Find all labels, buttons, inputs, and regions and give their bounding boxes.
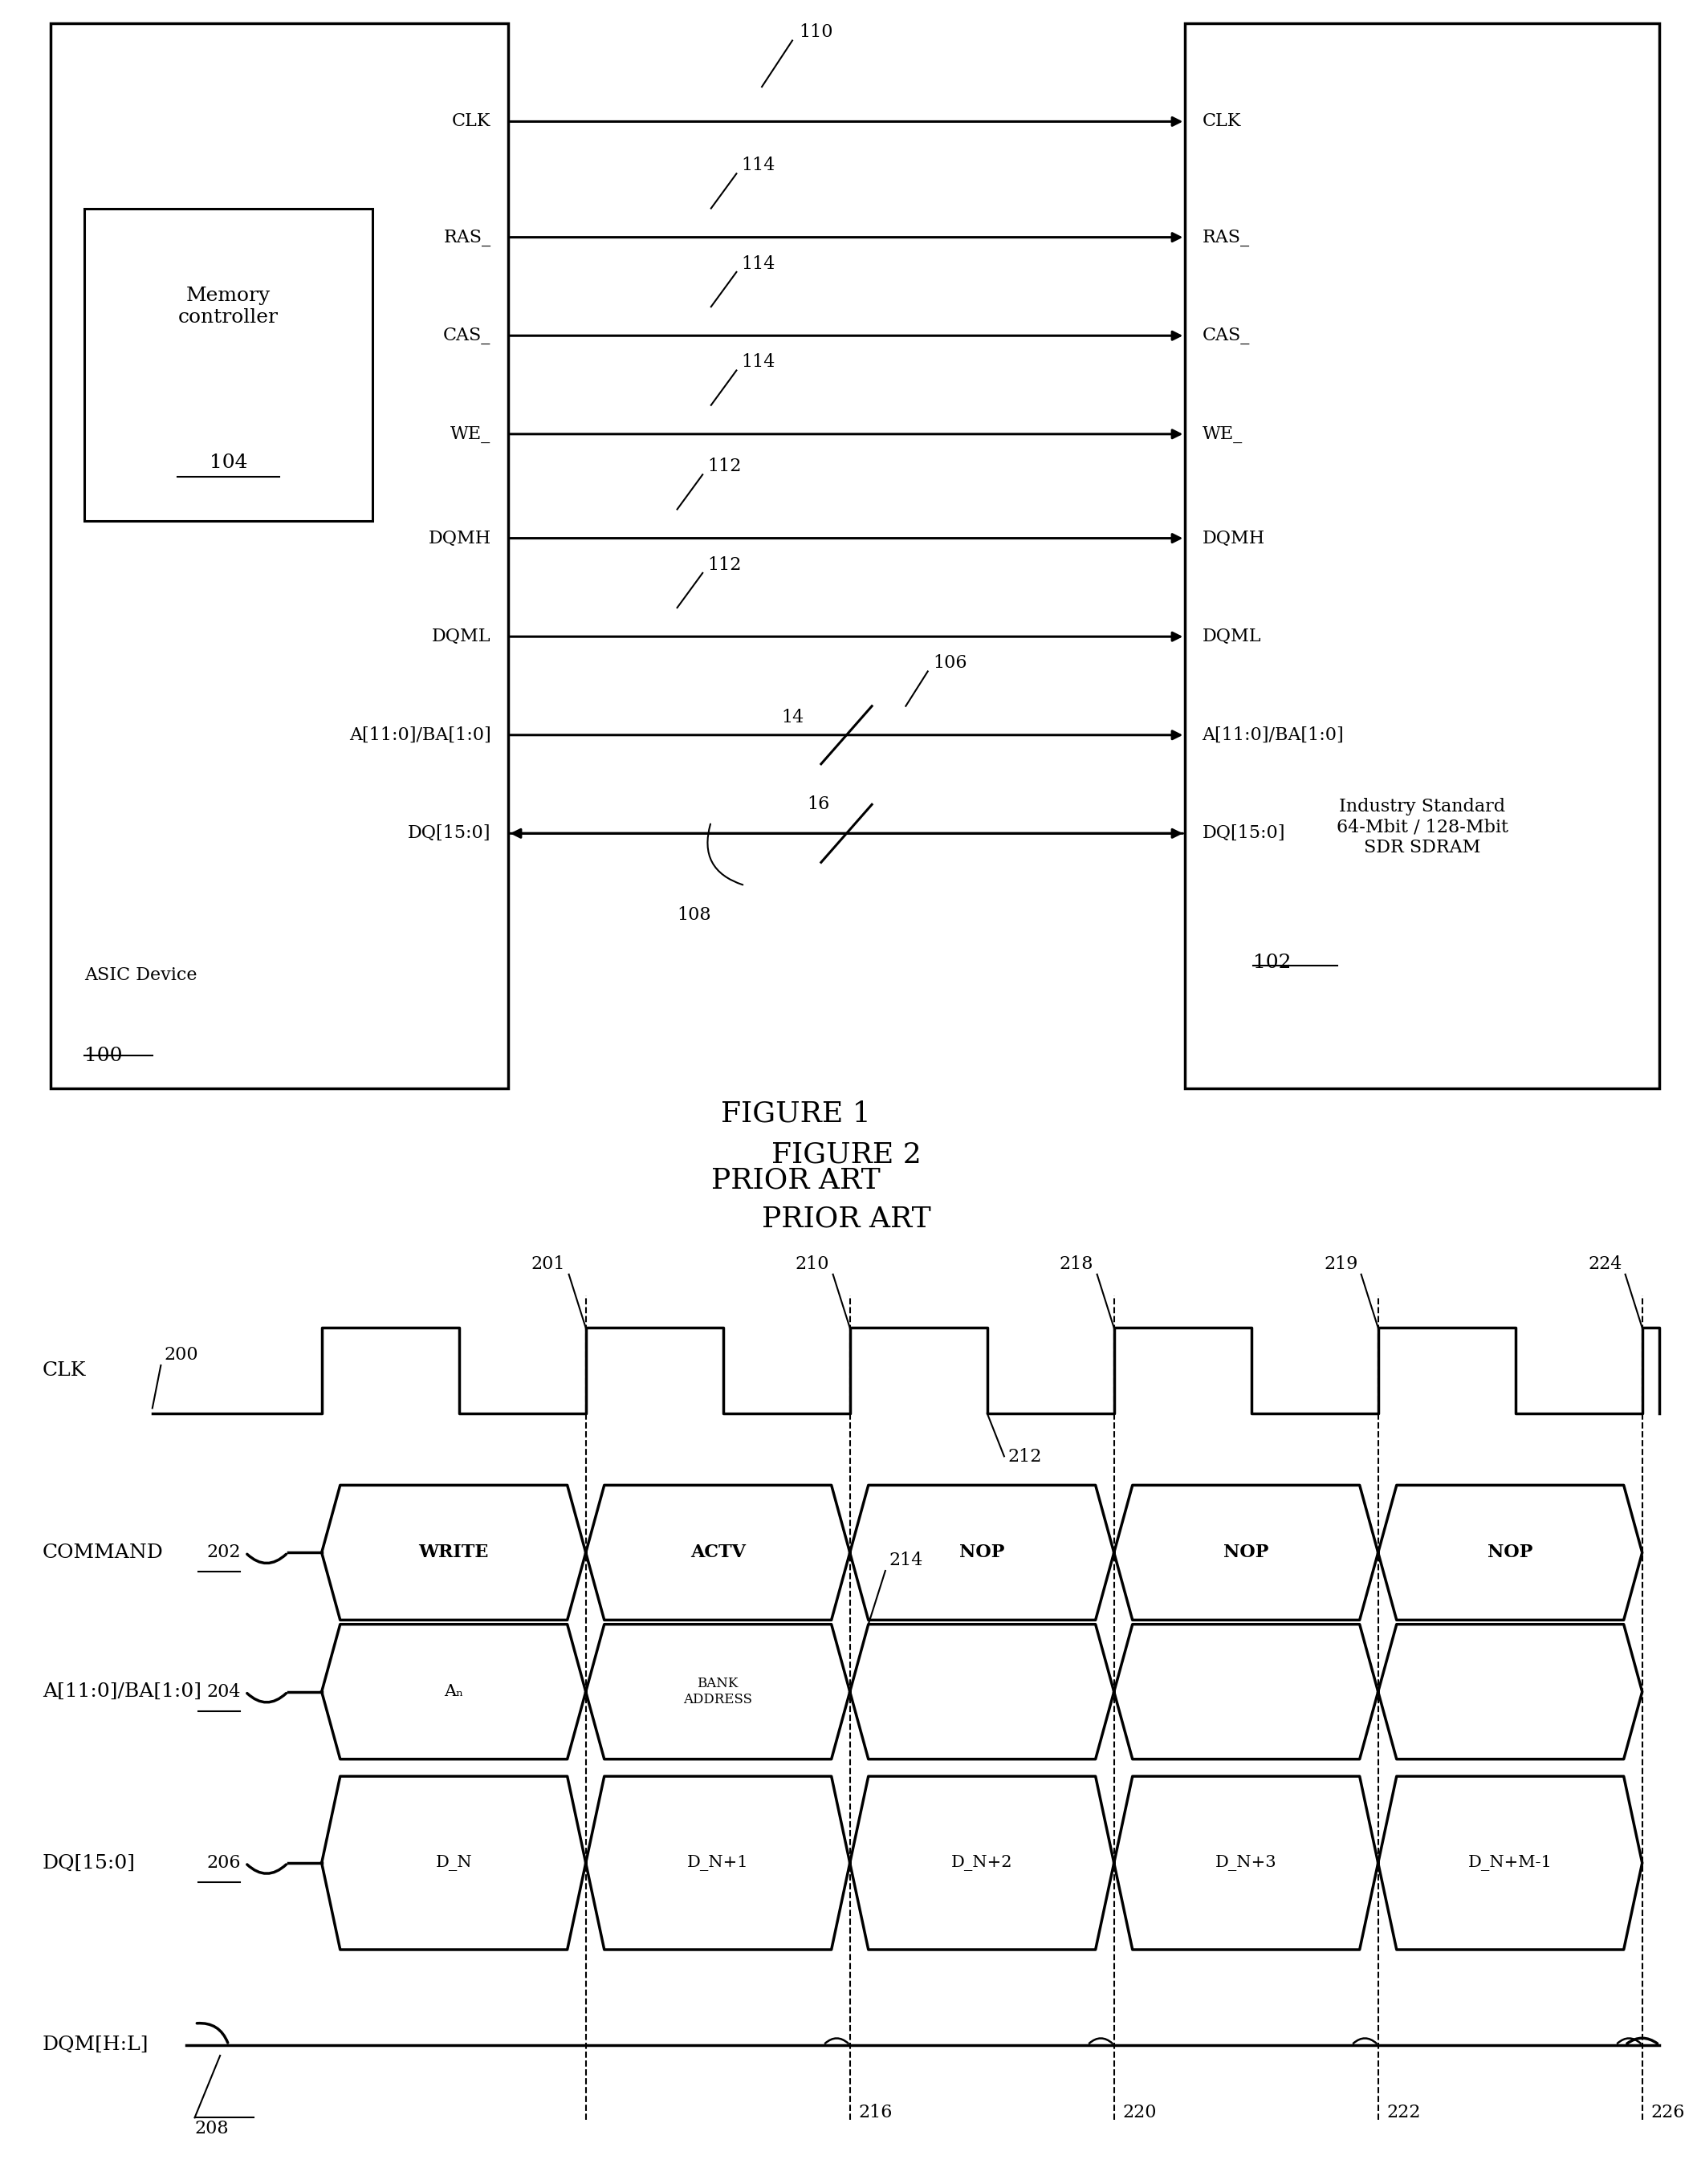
Text: 206: 206 xyxy=(207,1854,240,1872)
Text: 226: 226 xyxy=(1651,2103,1685,2121)
Text: COMMAND: COMMAND xyxy=(42,1544,164,1562)
Text: BANK
ADDRESS: BANK ADDRESS xyxy=(684,1677,752,1706)
Text: NOP: NOP xyxy=(960,1544,1004,1562)
Text: FIGURE 1: FIGURE 1 xyxy=(721,1101,870,1127)
Text: RAS_: RAS_ xyxy=(1202,229,1249,247)
Text: D_N+3: D_N+3 xyxy=(1216,1854,1277,1872)
Text: DQ[15:0]: DQ[15:0] xyxy=(408,826,491,843)
Text: FIGURE 2: FIGURE 2 xyxy=(772,1140,921,1168)
Text: DQM[H:L]: DQM[H:L] xyxy=(42,2035,149,2055)
Text: NOP: NOP xyxy=(1224,1544,1268,1562)
Bar xyxy=(51,24,508,1088)
Text: A[11:0]/BA[1:0]: A[11:0]/BA[1:0] xyxy=(1202,727,1344,745)
Text: PRIOR ART: PRIOR ART xyxy=(762,1206,931,1232)
Text: 110: 110 xyxy=(799,24,833,41)
Text: 112: 112 xyxy=(708,456,742,476)
Text: D_N: D_N xyxy=(435,1854,472,1872)
Text: 220: 220 xyxy=(1122,2103,1156,2121)
Text: 16: 16 xyxy=(808,795,830,812)
Text: 200: 200 xyxy=(164,1345,198,1365)
Text: CAS_: CAS_ xyxy=(444,328,491,345)
Text: DQML: DQML xyxy=(432,627,491,646)
Text: D_N+2: D_N+2 xyxy=(951,1854,1012,1872)
Text: Industry Standard
64-Mbit / 128-Mbit
SDR SDRAM: Industry Standard 64-Mbit / 128-Mbit SDR… xyxy=(1336,797,1508,856)
Text: 224: 224 xyxy=(1588,1256,1622,1273)
Text: WE_: WE_ xyxy=(450,426,491,443)
Text: 208: 208 xyxy=(195,2121,229,2138)
Text: 212: 212 xyxy=(1007,1448,1041,1465)
Text: 218: 218 xyxy=(1060,1256,1094,1273)
Text: 201: 201 xyxy=(532,1256,565,1273)
Text: CAS_: CAS_ xyxy=(1202,328,1249,345)
Text: NOP: NOP xyxy=(1488,1544,1532,1562)
Text: D_N+1: D_N+1 xyxy=(687,1854,748,1872)
Text: 202: 202 xyxy=(207,1544,240,1562)
Text: 216: 216 xyxy=(858,2103,892,2121)
Text: DQML: DQML xyxy=(1202,627,1261,646)
Text: 114: 114 xyxy=(742,354,775,371)
Text: 219: 219 xyxy=(1324,1256,1358,1273)
Text: ASIC Device: ASIC Device xyxy=(85,965,198,983)
Text: WE_: WE_ xyxy=(1202,426,1243,443)
Text: 108: 108 xyxy=(677,906,711,924)
Text: CLK: CLK xyxy=(42,1361,86,1380)
Text: CLK: CLK xyxy=(1202,114,1241,131)
Text: 222: 222 xyxy=(1387,2103,1420,2121)
Text: Memory
controller: Memory controller xyxy=(178,286,279,328)
Text: 210: 210 xyxy=(796,1256,830,1273)
Text: RAS_: RAS_ xyxy=(444,229,491,247)
Text: A[11:0]/BA[1:0]: A[11:0]/BA[1:0] xyxy=(42,1682,201,1701)
Text: WRITE: WRITE xyxy=(418,1544,489,1562)
Text: 114: 114 xyxy=(742,157,775,175)
Text: DQMH: DQMH xyxy=(428,529,491,546)
Text: 14: 14 xyxy=(782,710,804,727)
Text: CLK: CLK xyxy=(452,114,491,131)
Bar xyxy=(85,207,372,520)
Text: PRIOR ART: PRIOR ART xyxy=(711,1166,880,1195)
Text: 100: 100 xyxy=(85,1046,124,1066)
Bar xyxy=(1185,24,1659,1088)
Text: 104: 104 xyxy=(210,454,247,472)
Text: 102: 102 xyxy=(1253,954,1292,972)
Text: 114: 114 xyxy=(742,256,775,273)
Text: Aₙ: Aₙ xyxy=(444,1684,464,1699)
Text: 112: 112 xyxy=(708,557,742,574)
Text: A[11:0]/BA[1:0]: A[11:0]/BA[1:0] xyxy=(349,727,491,745)
Text: DQMH: DQMH xyxy=(1202,529,1265,546)
Text: D_N+M-1: D_N+M-1 xyxy=(1468,1854,1552,1872)
Text: 106: 106 xyxy=(933,655,967,673)
Text: ACTV: ACTV xyxy=(691,1544,745,1562)
Text: DQ[15:0]: DQ[15:0] xyxy=(1202,826,1285,843)
Text: 204: 204 xyxy=(207,1684,240,1701)
Text: DQ[15:0]: DQ[15:0] xyxy=(42,1854,135,1872)
Text: 214: 214 xyxy=(889,1553,923,1570)
